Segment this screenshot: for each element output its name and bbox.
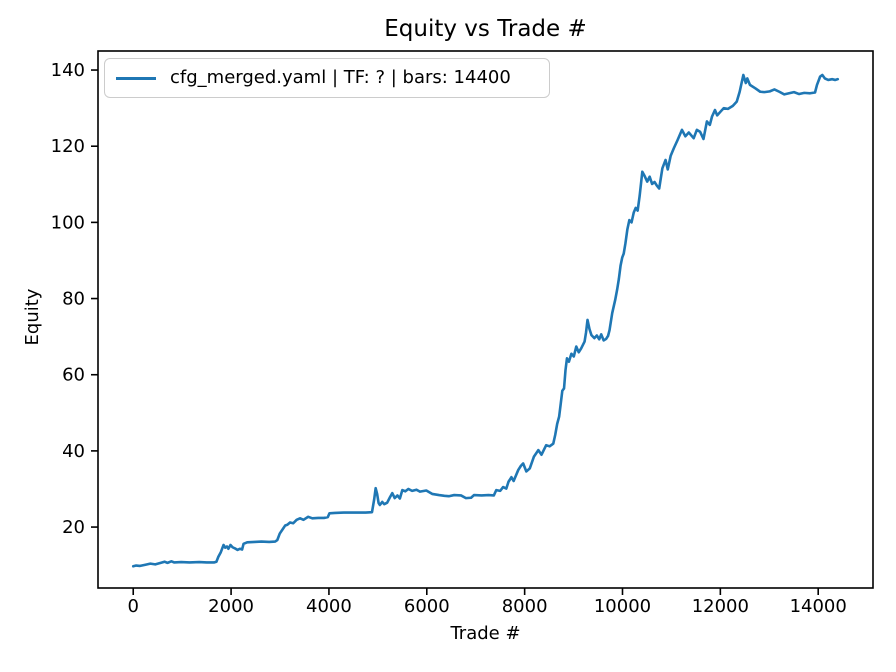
x-axis-tick-label: 10000 — [594, 596, 651, 617]
y-axis-tick-label: 60 — [62, 365, 85, 386]
y-axis-label: Equity — [22, 288, 43, 346]
y-axis-tick-label: 40 — [62, 441, 85, 462]
x-axis-tick-label: 2000 — [208, 596, 254, 617]
plot-border — [97, 50, 874, 589]
y-axis-tick-label: 80 — [62, 289, 85, 310]
y-axis-tick-label: 120 — [51, 136, 85, 157]
x-axis-tick-label: 0 — [128, 596, 139, 617]
x-axis-tick-label: 12000 — [692, 596, 749, 617]
x-axis-tick-label: 6000 — [404, 596, 450, 617]
y-axis-tick-label: 20 — [62, 517, 85, 538]
y-axis-tick-label: 100 — [51, 212, 85, 233]
x-axis-label: Trade # — [450, 623, 521, 644]
legend: cfg_merged.yaml | TF: ? | bars: 14400 — [104, 58, 550, 98]
equity-line — [131, 73, 840, 568]
legend-label: cfg_merged.yaml | TF: ? | bars: 14400 — [170, 67, 511, 88]
legend-line-sample — [116, 76, 156, 80]
x-axis-tick-label: 14000 — [790, 596, 847, 617]
chart-title: Equity vs Trade # — [384, 16, 587, 42]
x-axis-tick-label: 8000 — [502, 596, 548, 617]
y-axis-tick-label: 140 — [51, 60, 85, 81]
x-axis-tick-label: 4000 — [306, 596, 352, 617]
